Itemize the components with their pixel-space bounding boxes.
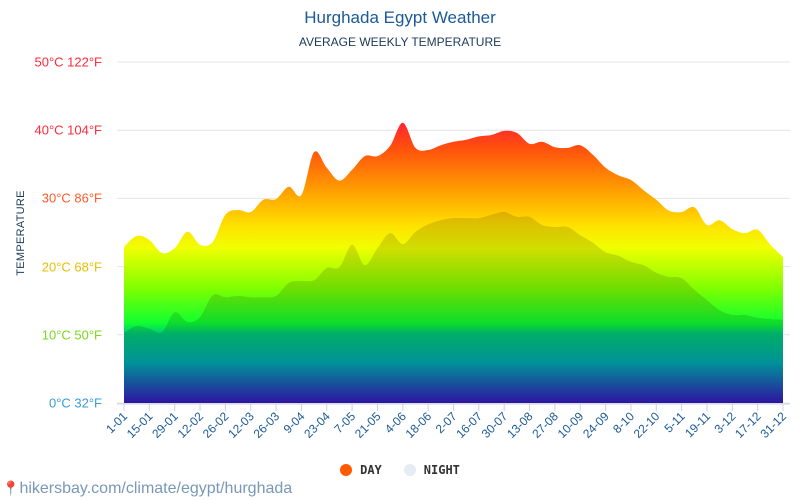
x-tick-label: 29-01 (149, 409, 181, 441)
legend-item-day[interactable]: DAY (340, 463, 382, 477)
day-dot-icon (340, 464, 353, 476)
y-tick-label: 0°C 32°F (48, 395, 102, 411)
source-link[interactable]: 📍hikersbay.com/climate/egypt/hurghada (2, 480, 293, 497)
legend: DAY NIGHT (0, 463, 800, 477)
x-tick-label: 24-09 (580, 409, 612, 441)
x-tick-label: 17-12 (732, 409, 764, 441)
y-tick-label: 30°C 86°F (41, 190, 102, 206)
x-tick-label: 21-05 (352, 409, 384, 441)
x-tick-label: 10-09 (555, 409, 587, 441)
x-tick-label: 15-01 (124, 409, 156, 441)
chart-subtitle: AVERAGE WEEKLY TEMPERATURE (298, 35, 502, 49)
x-tick-label: 26-02 (200, 409, 232, 441)
x-tick-label: 22-10 (631, 409, 663, 441)
area-night (124, 212, 783, 403)
x-tick-label: 18-06 (403, 409, 435, 441)
night-shade (124, 212, 783, 403)
y-tick-label: 10°C 50°F (41, 327, 102, 343)
x-tick-label: 12-03 (225, 409, 257, 441)
x-tick-label: 30-07 (479, 409, 511, 441)
y-tick-label: 50°C 122°F (34, 54, 103, 70)
x-tick-label: 23-04 (301, 409, 333, 441)
night-dot-icon (403, 464, 416, 476)
x-tick-label: 13-08 (504, 409, 536, 441)
map-pin-icon: 📍 (2, 480, 20, 496)
legend-item-night[interactable]: NIGHT (403, 463, 460, 477)
x-tick-label: 31-12 (758, 409, 790, 441)
x-tick-label: 19-11 (682, 409, 713, 440)
x-tick-label: 27-08 (529, 409, 561, 441)
x-tick-label: 26-03 (251, 409, 283, 441)
chart-title: Hurghada Egypt Weather (304, 8, 496, 27)
y-tick-label: 40°C 104°F (34, 122, 103, 138)
x-tick-label: 16-07 (453, 409, 485, 441)
x-tick-label: 12-02 (175, 409, 207, 441)
y-tick-label: 20°C 68°F (41, 259, 102, 275)
